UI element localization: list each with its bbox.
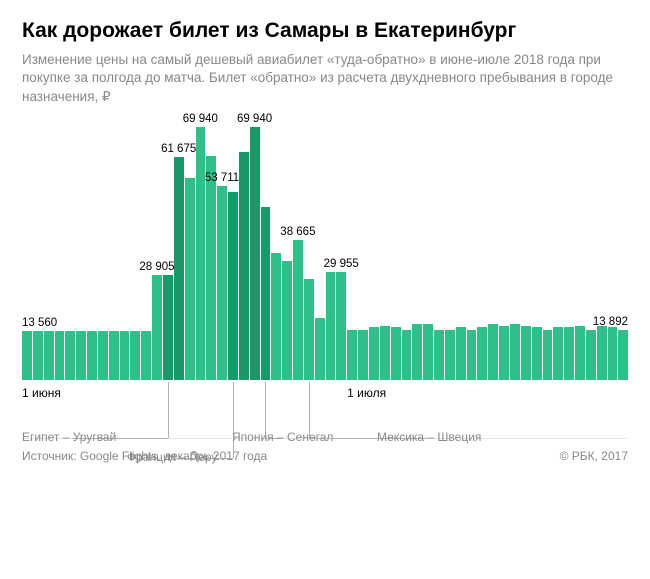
x-axis: 1 июня 1 июля [22,384,628,406]
callout-label: Франция – Перу [127,450,217,464]
value-label: 69 940 [237,113,272,125]
bar [109,331,119,380]
bar [174,157,184,380]
bar [217,186,227,380]
bar [380,326,390,380]
value-label: 29 955 [324,258,359,270]
x-axis-label: 1 июля [347,386,386,400]
bar [553,327,563,379]
bar [391,327,401,379]
bar [185,178,195,380]
value-label: 61 675 [161,143,196,155]
callout-label: Мексика – Швеция [377,430,481,444]
bar [543,330,553,380]
bar [250,127,260,380]
bar [315,318,325,379]
bar [239,152,249,380]
bar [261,207,271,380]
bar [467,330,477,380]
bar [564,327,574,379]
bar [76,331,86,380]
bar [326,272,336,380]
bar [33,331,43,380]
callout-label: Египет – Уругвай [22,430,116,444]
bar [120,331,130,380]
callout-label: Япония – Сенегал [232,430,333,444]
bar [22,331,32,380]
chart-title: Как дорожает билет из Самары в Екатеринб… [22,18,628,43]
bar [304,279,314,380]
chart-subtitle: Изменение цены на самый дешевый авиабиле… [22,51,628,106]
bar [55,331,65,380]
bar [402,330,412,380]
bar [228,192,238,380]
bar [488,324,498,380]
bar [597,326,607,380]
bar [141,331,151,380]
callout-leader [309,382,310,438]
bar [532,327,542,379]
bar [206,156,216,380]
bar [477,327,487,379]
callout-leader [168,382,169,438]
value-label: 13 560 [22,317,57,329]
bar [293,240,303,380]
bar [456,327,466,379]
bar [347,330,357,380]
bar [196,127,206,380]
bar [412,324,422,380]
bar [445,330,455,380]
value-label: 13 892 [593,316,628,328]
bar-area: 13 56028 90561 67569 94053 71169 94038 6… [22,120,628,380]
value-label: 38 665 [280,226,315,238]
bar [608,327,618,379]
bar [510,324,520,380]
bar [586,330,596,380]
bar [618,330,628,380]
bar [521,326,531,380]
bar [423,324,433,380]
bar [336,272,346,380]
bar [65,331,75,380]
bar [44,331,54,380]
bar [499,326,509,380]
callout-leader [233,382,234,458]
bar [575,326,585,380]
bar [358,330,368,380]
bar [130,331,140,380]
bar [152,275,162,379]
value-label: 28 905 [139,261,174,273]
bar [87,331,97,380]
chart-container: 13 56028 90561 67569 94053 71169 94038 6… [22,120,628,430]
x-axis-label: 1 июня [22,386,61,400]
bar [434,330,444,380]
bar [271,253,281,379]
bar [163,275,173,379]
callout-area: Египет – Уругвай Франция – Перу Япония – С… [22,408,628,478]
bar [98,331,108,380]
bar [369,327,379,379]
value-label: 53 711 [205,172,239,184]
value-label: 69 940 [183,113,218,125]
bar [282,261,292,380]
